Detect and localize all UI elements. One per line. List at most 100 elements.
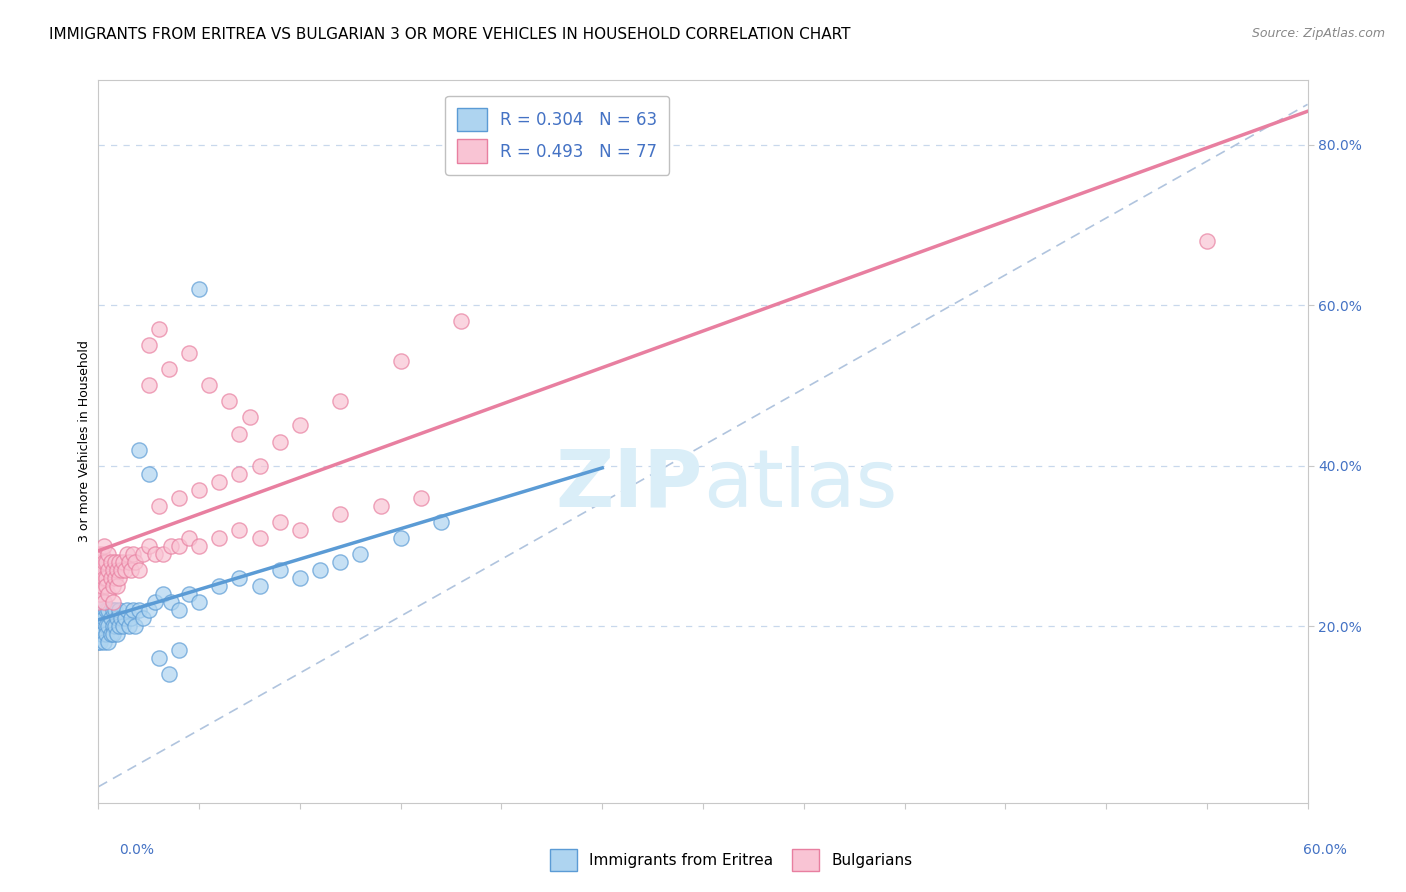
Point: [167, 491, 190, 505]
Point: [288, 523, 311, 537]
Point: [89, 555, 111, 569]
Point: [114, 611, 136, 625]
Point: [115, 603, 138, 617]
Point: [128, 603, 150, 617]
Point: [96, 571, 118, 585]
Point: [370, 499, 392, 513]
Point: [89, 611, 111, 625]
Legend: R = 0.304   N = 63, R = 0.493   N = 77: R = 0.304 N = 63, R = 0.493 N = 77: [446, 95, 669, 175]
Point: [349, 547, 371, 561]
Point: [101, 619, 124, 633]
Point: [107, 603, 129, 617]
Point: [103, 619, 125, 633]
Point: [115, 547, 138, 561]
Point: [143, 547, 166, 561]
Point: [91, 603, 114, 617]
Point: [93, 571, 115, 585]
Point: [450, 314, 472, 328]
Point: [132, 547, 155, 561]
Point: [87, 619, 110, 633]
Point: [91, 627, 114, 641]
Point: [148, 651, 170, 665]
Point: [105, 579, 128, 593]
Point: [208, 531, 231, 545]
Point: [167, 539, 190, 553]
Point: [96, 555, 118, 569]
Point: [188, 282, 211, 296]
Point: [87, 603, 110, 617]
Point: [121, 603, 143, 617]
Point: [188, 483, 211, 497]
Point: [87, 563, 110, 577]
Point: [93, 611, 115, 625]
Point: [288, 571, 311, 585]
Point: [179, 587, 201, 601]
Point: [430, 515, 453, 529]
Point: [157, 362, 180, 376]
Point: [120, 611, 142, 625]
Point: [96, 619, 118, 633]
Point: [89, 627, 111, 641]
Point: [105, 627, 128, 641]
Point: [148, 322, 170, 336]
Point: [97, 603, 120, 617]
Point: [218, 394, 240, 409]
Point: [103, 571, 125, 585]
Point: [93, 595, 115, 609]
Point: [101, 579, 124, 593]
Point: [107, 571, 129, 585]
Point: [124, 619, 146, 633]
Point: [167, 643, 190, 657]
Text: atlas: atlas: [703, 446, 897, 524]
Point: [309, 563, 332, 577]
Point: [121, 547, 143, 561]
Point: [269, 563, 291, 577]
Text: 0.0%: 0.0%: [120, 843, 155, 857]
Point: [114, 563, 136, 577]
Point: [188, 595, 211, 609]
Point: [96, 603, 118, 617]
Point: [152, 587, 174, 601]
Point: [132, 611, 155, 625]
Point: [138, 603, 160, 617]
Point: [93, 555, 115, 569]
Point: [93, 595, 115, 609]
Point: [100, 555, 122, 569]
Point: [91, 563, 114, 577]
Point: [389, 531, 412, 545]
Point: [329, 394, 352, 409]
Text: IMMIGRANTS FROM ERITREA VS BULGARIAN 3 OR MORE VEHICLES IN HOUSEHOLD CORRELATION: IMMIGRANTS FROM ERITREA VS BULGARIAN 3 O…: [49, 27, 851, 42]
Point: [110, 611, 132, 625]
Point: [93, 539, 115, 553]
Point: [97, 547, 120, 561]
Legend: Immigrants from Eritrea, Bulgarians: Immigrants from Eritrea, Bulgarians: [544, 843, 918, 877]
Point: [105, 563, 128, 577]
Point: [179, 346, 201, 360]
Point: [288, 418, 311, 433]
Point: [89, 571, 111, 585]
Point: [143, 595, 166, 609]
Point: [329, 507, 352, 521]
Point: [208, 579, 231, 593]
Point: [101, 627, 124, 641]
Point: [91, 579, 114, 593]
Point: [138, 539, 160, 553]
Point: [148, 499, 170, 513]
Point: [103, 555, 125, 569]
Point: [138, 338, 160, 352]
Point: [138, 378, 160, 392]
Point: [87, 595, 110, 609]
Point: [101, 603, 124, 617]
Point: [103, 603, 125, 617]
Point: [91, 619, 114, 633]
Point: [118, 555, 141, 569]
Point: [128, 442, 150, 457]
Point: [107, 619, 129, 633]
Text: 60.0%: 60.0%: [1303, 843, 1347, 857]
Point: [100, 611, 122, 625]
Point: [96, 579, 118, 593]
Point: [228, 523, 250, 537]
Y-axis label: 3 or more Vehicles in Household: 3 or more Vehicles in Household: [79, 341, 91, 542]
Point: [228, 426, 250, 441]
Point: [167, 603, 190, 617]
